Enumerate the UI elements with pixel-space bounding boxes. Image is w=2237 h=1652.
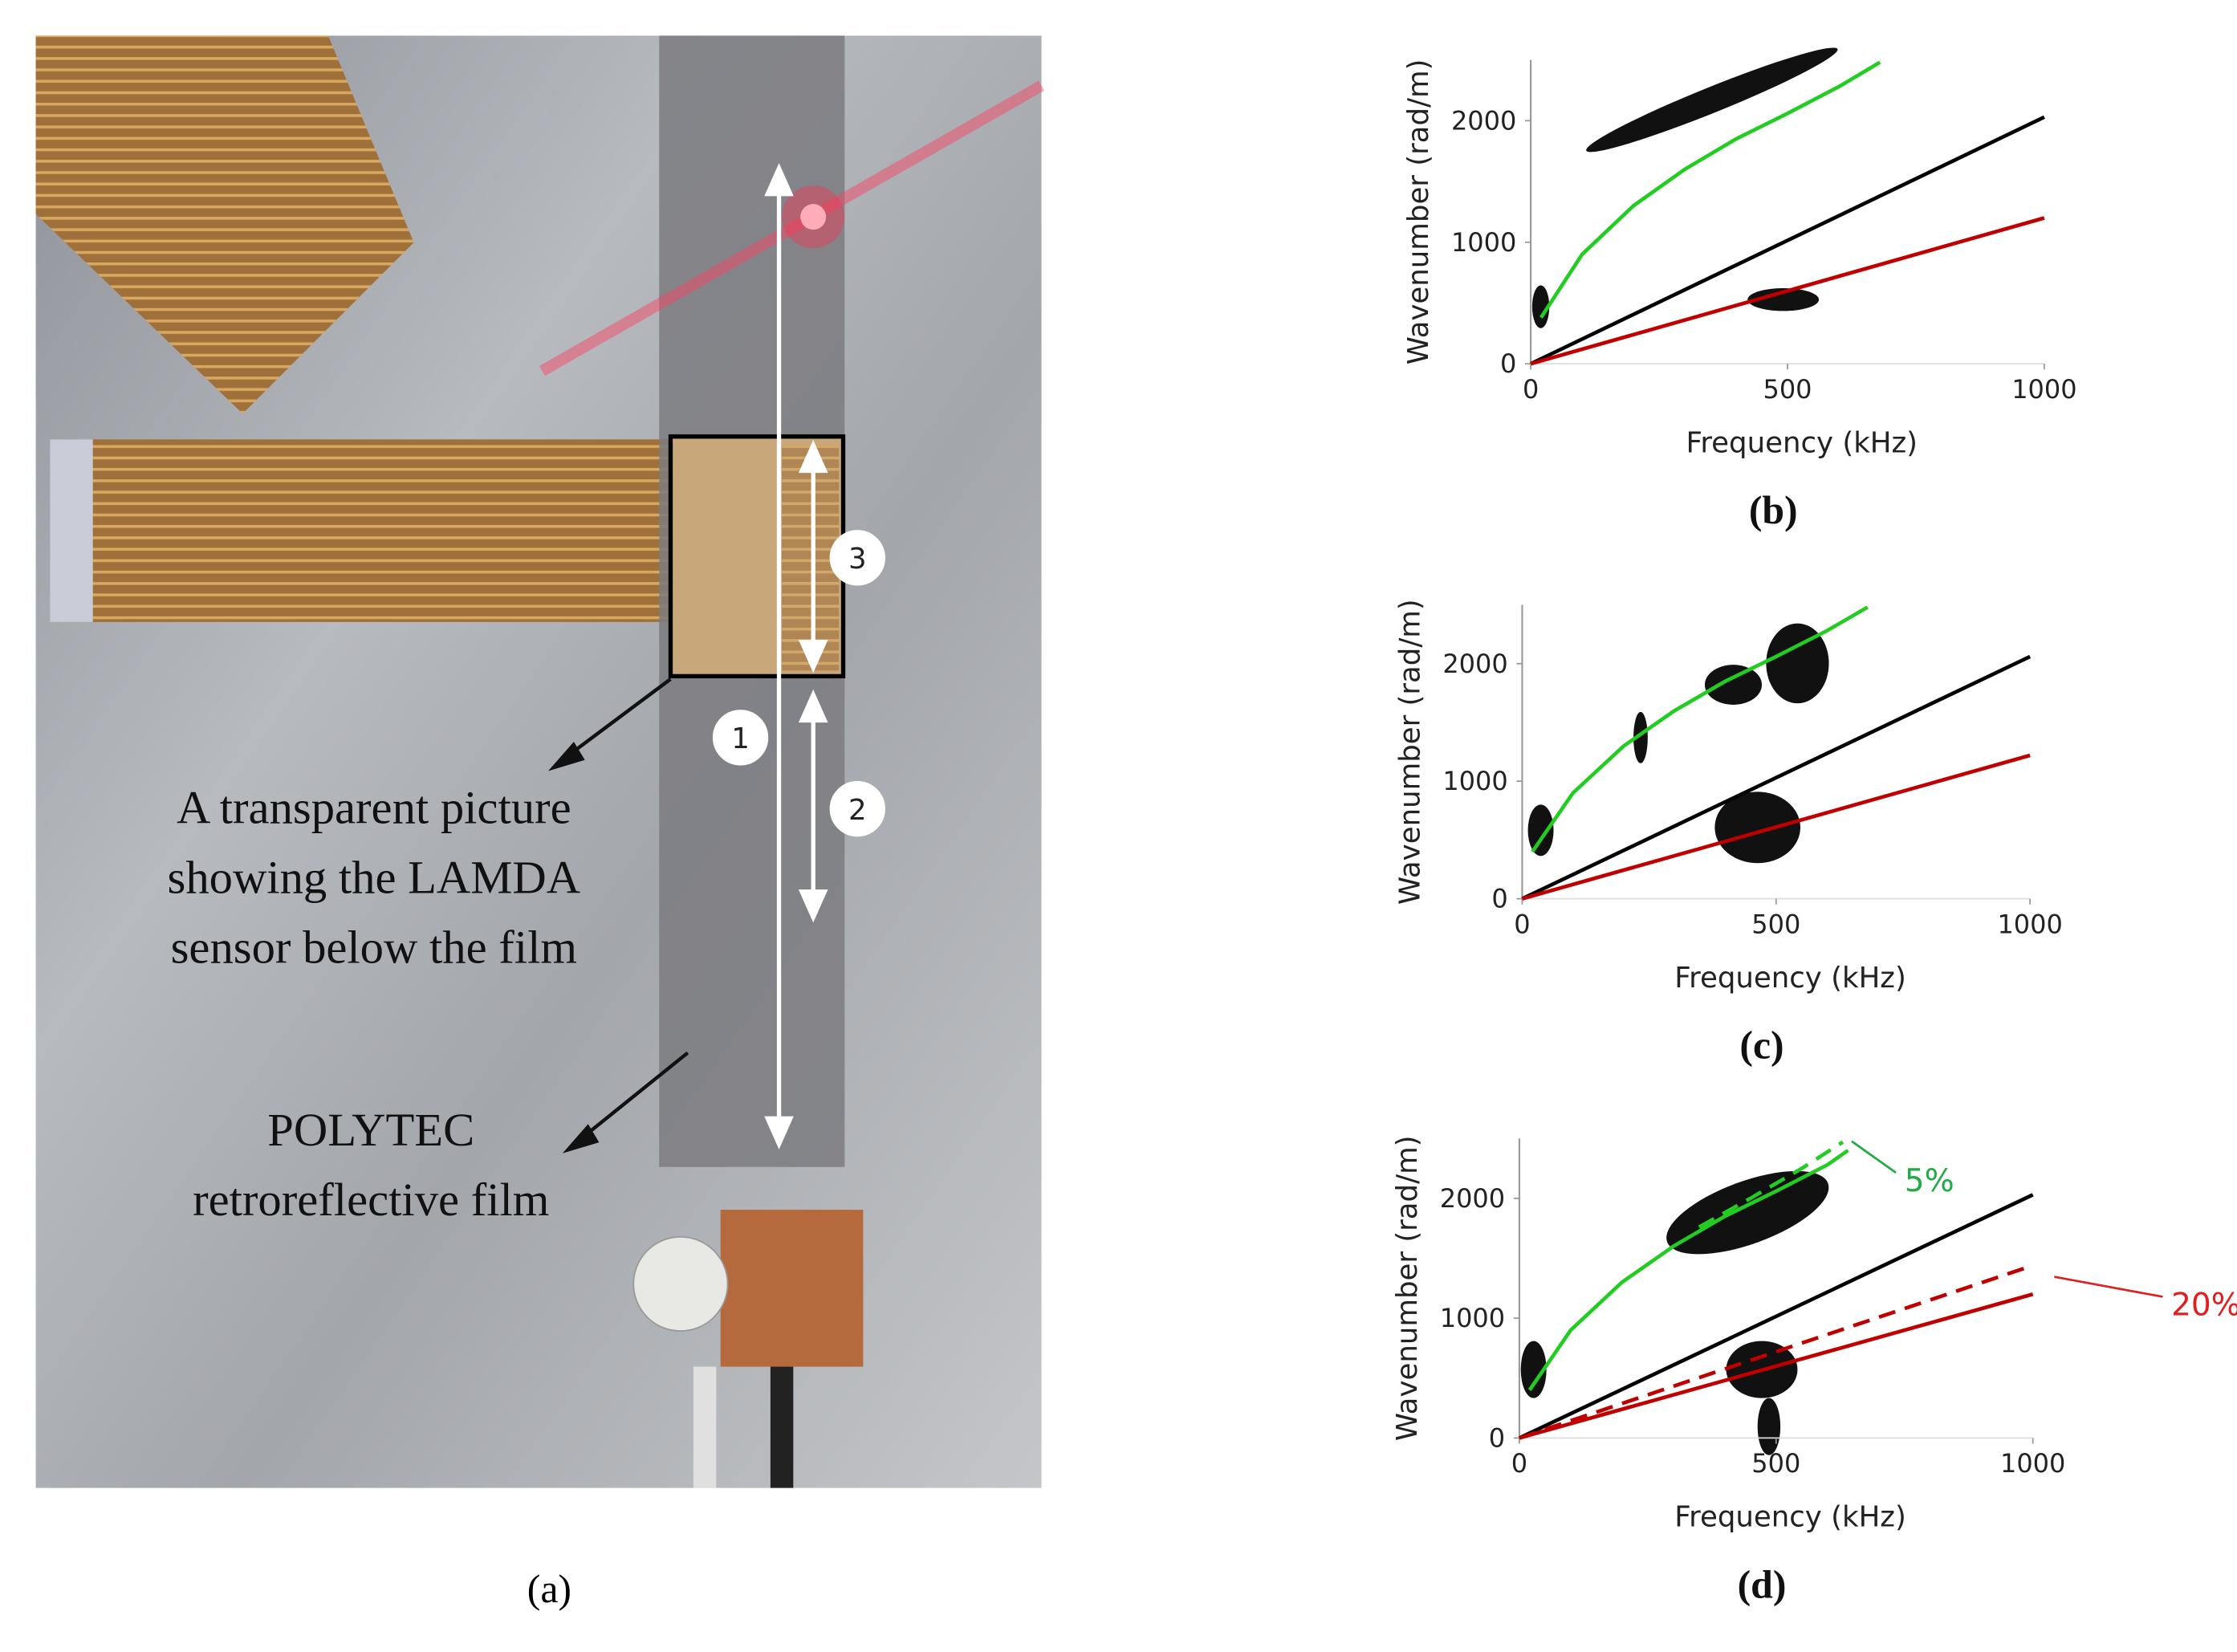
film-label: retroreflective film bbox=[193, 1174, 549, 1226]
ribbon-cable bbox=[35, 35, 414, 414]
series-line bbox=[1530, 216, 2045, 366]
blob bbox=[1766, 623, 1829, 704]
annotation: 20% bbox=[2171, 1288, 2237, 1324]
panel-label: (b) bbox=[1749, 488, 1798, 532]
pointer bbox=[576, 1051, 689, 1143]
annotation: showing the LAMDA bbox=[168, 852, 581, 904]
pointer-head bbox=[562, 1124, 600, 1154]
series-line bbox=[1698, 1140, 1845, 1229]
y-tick-label: 2000 bbox=[1440, 1183, 1505, 1214]
y-tick-label: 1000 bbox=[1442, 766, 1507, 796]
x-tick-label: 1000 bbox=[1997, 909, 2062, 939]
series-line bbox=[1527, 1149, 1849, 1392]
y-tick-label: 2000 bbox=[1451, 105, 1516, 136]
panel-label: (d) bbox=[1738, 1562, 1787, 1606]
blob bbox=[1586, 47, 1838, 153]
blob bbox=[1704, 665, 1763, 705]
blob bbox=[1531, 285, 1550, 328]
y-axis-label: Wavenumber (rad/m) bbox=[1393, 599, 1426, 905]
blob bbox=[1633, 711, 1648, 763]
marker-circle bbox=[712, 710, 769, 766]
y-tick-label: 2000 bbox=[1442, 649, 1507, 679]
laser-spot bbox=[800, 204, 827, 230]
arrow-head bbox=[798, 640, 828, 673]
x-tick-label: 500 bbox=[1751, 1448, 1800, 1479]
x-axis-label: Frequency (kHz) bbox=[1674, 962, 1906, 995]
x-tick-label: 500 bbox=[1763, 374, 1812, 405]
blob bbox=[1747, 287, 1820, 311]
pointer-head bbox=[547, 741, 585, 771]
laser-beam bbox=[539, 80, 1045, 376]
series-line bbox=[1531, 605, 1869, 853]
marker: 3 bbox=[848, 543, 867, 576]
marker-circle bbox=[829, 530, 885, 586]
series-line bbox=[1519, 1263, 2034, 1440]
photo: 1 2 3 A transparent picture showing the … bbox=[35, 35, 1045, 1611]
panel-label: (a) bbox=[527, 1567, 571, 1611]
x-tick-label: 1000 bbox=[2000, 1448, 2065, 1479]
blob bbox=[1757, 1398, 1781, 1455]
blob bbox=[1666, 1170, 1829, 1255]
series-line bbox=[1530, 115, 2045, 366]
annotation: A transparent picture bbox=[177, 781, 571, 833]
annotation: sensor below the film bbox=[171, 922, 577, 974]
spectrogram bbox=[1520, 47, 1838, 1455]
x-tick-label: 0 bbox=[1523, 374, 1539, 405]
arrow-head bbox=[764, 163, 794, 197]
y-tick-label: 0 bbox=[1489, 1422, 1505, 1453]
series-line bbox=[1518, 1193, 2034, 1440]
x-tick-label: 0 bbox=[1511, 1448, 1527, 1479]
x-tick-label: 500 bbox=[1751, 909, 1800, 939]
arrow-head bbox=[798, 689, 828, 723]
annotation-leader bbox=[2054, 1276, 2163, 1298]
y-axis-label: Wavenumber (rad/m) bbox=[1402, 59, 1435, 365]
blob bbox=[1520, 1341, 1547, 1398]
ribbon-cable bbox=[57, 439, 685, 622]
laser-glow bbox=[782, 185, 845, 249]
pointer bbox=[562, 677, 672, 761]
y-tick-label: 1000 bbox=[1440, 1303, 1505, 1333]
copper-tape bbox=[720, 1210, 864, 1367]
marker-circle bbox=[829, 781, 885, 837]
x-axis-label: Frequency (kHz) bbox=[1686, 426, 1918, 459]
sensor-traces bbox=[782, 445, 840, 671]
x-tick-label: 0 bbox=[1514, 909, 1530, 939]
y-tick-label: 0 bbox=[1491, 884, 1507, 914]
x-tick-label: 1000 bbox=[2011, 374, 2076, 405]
x-axis-label: Frequency (kHz) bbox=[1674, 1501, 1906, 1534]
blob bbox=[1527, 804, 1554, 857]
wire bbox=[770, 1366, 794, 1488]
arrow-head bbox=[764, 1116, 794, 1149]
arrow-head bbox=[798, 889, 828, 923]
series-line bbox=[1521, 753, 2031, 901]
series-line bbox=[1519, 1292, 2034, 1440]
y-tick-label: 0 bbox=[1500, 348, 1516, 379]
panel-label: (c) bbox=[1739, 1023, 1783, 1068]
annotation: 5% bbox=[1905, 1163, 1954, 1199]
y-axis-label: Wavenumber (rad/m) bbox=[1391, 1135, 1424, 1441]
arrow-head bbox=[798, 439, 828, 474]
series-line bbox=[1539, 60, 1881, 319]
marker: 1 bbox=[731, 722, 750, 755]
wire bbox=[693, 1366, 717, 1488]
marker: 2 bbox=[848, 794, 867, 827]
series-line bbox=[1521, 654, 2032, 901]
blob bbox=[1714, 791, 1801, 864]
film-label: POLYTEC bbox=[267, 1104, 474, 1156]
connector bbox=[50, 439, 93, 622]
annotation-leader bbox=[1851, 1140, 1897, 1174]
y-tick-label: 1000 bbox=[1451, 227, 1516, 258]
piezo-disk bbox=[632, 1235, 729, 1333]
